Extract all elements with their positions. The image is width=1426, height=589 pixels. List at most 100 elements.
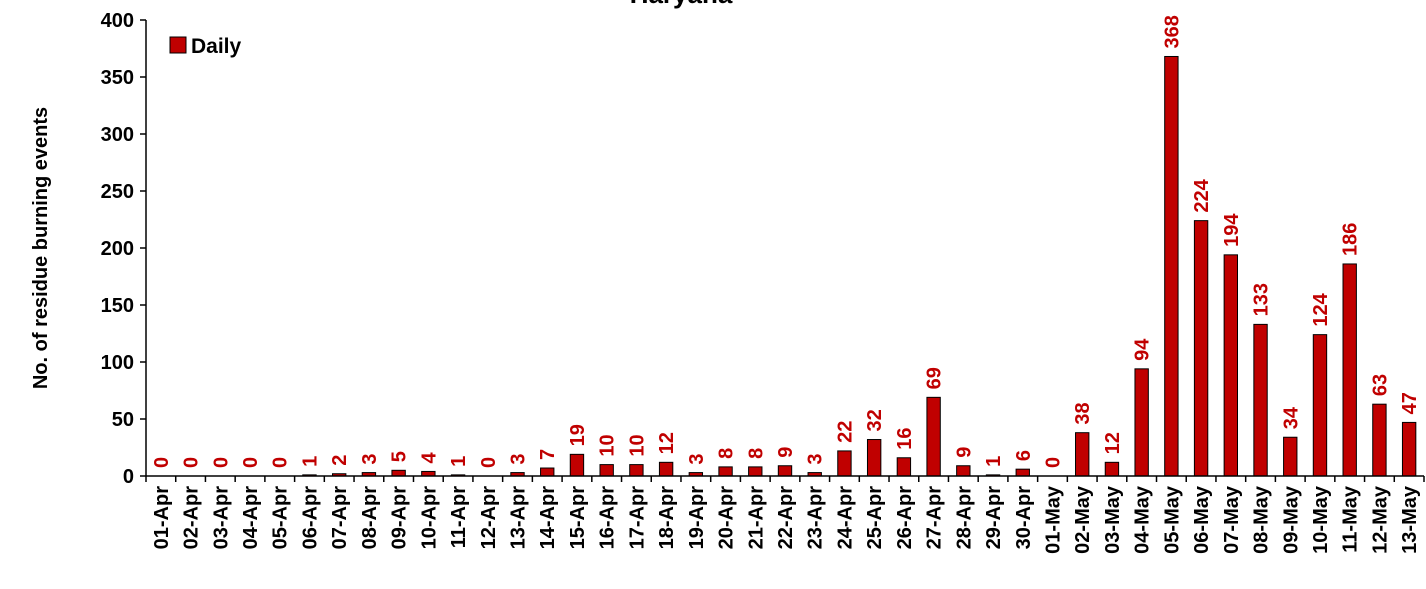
data-label-13-May: 47 [1399,392,1421,414]
x-tick-label-28-Apr: 28-Apr [953,486,975,550]
data-label-06-Apr: 1 [299,456,321,467]
data-label-24-Apr: 22 [834,421,856,443]
data-label-03-Apr: 0 [210,457,232,468]
x-tick-label-08-May: 08-May [1251,485,1273,554]
bar-17-Apr [629,464,644,477]
x-axis-ticks: 01-Apr 02-Apr 03-Apr 04-Apr 05-Apr 06-Apr 07-A… [145,476,1425,554]
x-tick-label-04-May: 04-May [1132,485,1154,554]
data-label-29-Apr: 1 [983,456,1005,467]
bar-07-May [1223,254,1239,477]
x-tick-label-18-Apr: 18-Apr [656,486,678,550]
data-label-02-May: 38 [1072,402,1094,424]
x-tick-label-01-Apr: 01-Apr [151,486,173,550]
bar-28-Apr [956,465,971,477]
x-tick-label-05-Apr: 05-Apr [270,486,292,550]
x-tick-label-24-Apr: 24-Apr [834,486,856,550]
data-label-04-Apr: 0 [240,457,262,468]
bar-30-Apr [1015,468,1030,477]
data-label-07-May: 194 [1221,213,1243,247]
data-label-05-May: 368 [1161,15,1183,48]
bar-06-May [1193,220,1209,477]
x-tick-label-27-Apr: 27-Apr [924,486,946,550]
bar-12-May [1372,403,1387,477]
bar-26-Apr [896,457,912,477]
bar-09-Apr [391,469,406,477]
data-label-05-Apr: 0 [270,457,292,468]
y-tick-label-2: 100 [101,352,134,374]
x-tick-label-01-May: 01-May [1042,485,1064,554]
data-label-12-Apr: 0 [478,457,500,468]
legend-swatch-daily [169,36,187,54]
bar-15-Apr [569,453,585,477]
x-tick-label-03-Apr: 03-Apr [210,486,232,550]
data-label-28-Apr: 9 [953,447,975,458]
x-tick-label-12-Apr: 12-Apr [478,486,500,550]
data-label-14-Apr: 7 [537,449,559,460]
chart-title: Haryana [630,0,733,9]
y-tick-label-1: 50 [112,409,134,431]
y-axis-label: No. of residue burning events [30,107,52,389]
data-label-30-Apr: 6 [1013,450,1035,461]
x-tick-label-15-Apr: 15-Apr [567,486,589,550]
data-label-26-Apr: 16 [894,428,916,450]
x-tick-label-26-Apr: 26-Apr [894,486,916,550]
data-label-02-Apr: 0 [181,457,203,468]
data-label-06-May: 224 [1191,178,1213,212]
x-tick-label-13-May: 13-May [1399,485,1421,554]
y-tick-label-5: 250 [101,181,134,203]
data-label-11-May: 186 [1340,223,1362,256]
data-label-15-Apr: 19 [567,424,589,446]
x-tick-label-04-Apr: 04-Apr [240,486,262,550]
bar-05-May [1164,55,1179,477]
x-tick-label-09-Apr: 09-Apr [389,486,411,550]
bar-02-May [1075,432,1090,477]
x-tick-label-11-May: 11-May [1340,485,1362,553]
x-tick-label-09-May: 09-May [1280,485,1302,554]
bars [302,55,1417,477]
data-label-17-Apr: 10 [626,434,648,456]
data-label-10-May: 124 [1310,292,1332,326]
y-tick-label-6: 300 [101,124,134,146]
x-tick-label-02-Apr: 02-Apr [181,486,203,550]
x-tick-label-10-May: 10-May [1310,485,1332,554]
data-label-20-Apr: 8 [716,448,738,459]
legend: Daily [169,35,242,58]
x-tick-label-30-Apr: 30-Apr [1013,486,1035,550]
data-label-09-Apr: 5 [389,451,411,462]
bar-27-Apr [926,396,941,477]
x-tick-label-12-May: 12-May [1369,485,1391,554]
data-label-03-May: 12 [1102,432,1124,454]
data-label-23-Apr: 3 [805,453,827,464]
bar-13-May [1401,421,1417,477]
data-label-19-Apr: 3 [686,453,708,464]
x-tick-label-10-Apr: 10-Apr [418,486,440,550]
x-tick-label-23-Apr: 23-Apr [805,486,827,550]
x-tick-label-06-Apr: 06-Apr [299,486,321,550]
x-tick-label-07-May: 07-May [1221,485,1243,554]
data-label-16-Apr: 10 [597,434,619,456]
data-label-08-May: 133 [1251,283,1273,316]
data-label-07-Apr: 2 [329,455,351,466]
x-tick-label-11-Apr: 11-Apr [448,486,470,548]
data-label-27-Apr: 69 [924,367,946,389]
x-tick-label-21-Apr: 21-Apr [745,486,767,550]
bar-25-Apr [866,439,882,477]
x-tick-label-03-May: 03-May [1102,485,1124,554]
bar-08-May [1253,323,1268,477]
x-tick-label-16-Apr: 16-Apr [597,486,619,550]
x-tick-label-17-Apr: 17-Apr [626,486,648,550]
data-label-18-Apr: 12 [656,432,678,454]
x-tick-label-06-May: 06-May [1191,485,1213,554]
bar-04-May [1134,368,1149,477]
x-tick-label-05-May: 05-May [1161,485,1183,554]
bar-03-May [1104,461,1120,477]
x-tick-label-08-Apr: 08-Apr [359,486,381,550]
bar-20-Apr [718,466,733,477]
data-label-10-Apr: 4 [418,451,440,463]
bar-10-May [1312,334,1328,477]
x-tick-label-13-Apr: 13-Apr [508,486,530,550]
bar-22-Apr [777,465,793,477]
x-tick-label-02-May: 02-May [1072,485,1094,554]
y-tick-label-0: 0 [123,466,134,488]
